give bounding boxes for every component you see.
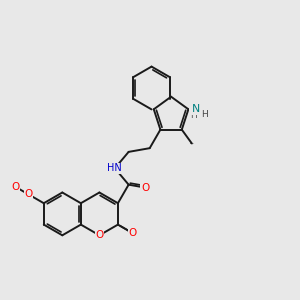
Text: H: H [190, 111, 197, 120]
Text: O: O [129, 228, 137, 238]
Text: N: N [190, 104, 198, 114]
Text: O: O [25, 189, 33, 200]
Text: HN: HN [107, 163, 122, 173]
Text: O: O [141, 183, 149, 193]
Text: N: N [192, 104, 200, 114]
Text: O: O [11, 182, 20, 192]
Text: methyl: methyl [189, 143, 194, 144]
Text: H: H [201, 110, 208, 119]
Text: O: O [95, 230, 104, 240]
